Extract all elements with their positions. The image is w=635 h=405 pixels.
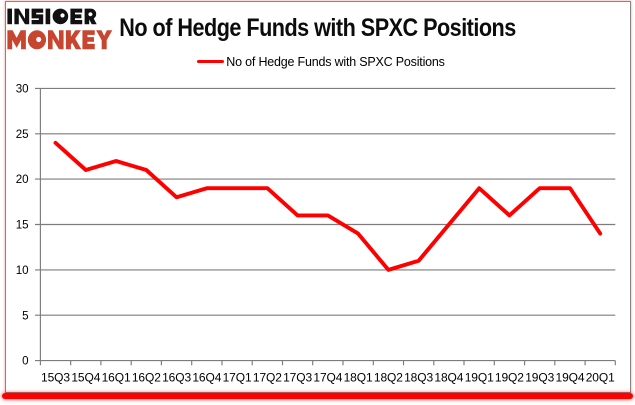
svg-text:16Q4: 16Q4	[192, 371, 221, 385]
svg-text:18Q2: 18Q2	[374, 371, 403, 385]
svg-text:17Q2: 17Q2	[253, 371, 282, 385]
svg-text:20: 20	[16, 173, 29, 186]
svg-text:19Q2: 19Q2	[495, 371, 524, 385]
svg-text:18Q4: 18Q4	[434, 371, 463, 385]
svg-text:19Q3: 19Q3	[525, 371, 554, 385]
svg-text:17Q4: 17Q4	[313, 371, 342, 385]
svg-text:0: 0	[22, 355, 28, 368]
svg-text:17Q1: 17Q1	[223, 371, 252, 385]
svg-text:10: 10	[16, 264, 29, 277]
svg-text:19Q1: 19Q1	[465, 371, 494, 385]
svg-text:15: 15	[16, 219, 29, 232]
svg-text:18Q1: 18Q1	[344, 371, 373, 385]
svg-text:18Q3: 18Q3	[404, 371, 433, 385]
svg-text:20Q1: 20Q1	[586, 371, 615, 385]
svg-text:16Q2: 16Q2	[132, 371, 161, 385]
svg-text:19Q4: 19Q4	[556, 371, 585, 385]
svg-text:16Q3: 16Q3	[162, 371, 191, 385]
svg-text:17Q3: 17Q3	[283, 371, 312, 385]
svg-text:16Q1: 16Q1	[102, 371, 131, 385]
svg-text:15Q4: 15Q4	[71, 371, 100, 385]
svg-text:5: 5	[22, 309, 28, 322]
svg-text:25: 25	[16, 128, 29, 141]
svg-text:30: 30	[16, 83, 29, 96]
svg-text:15Q3: 15Q3	[41, 371, 70, 385]
